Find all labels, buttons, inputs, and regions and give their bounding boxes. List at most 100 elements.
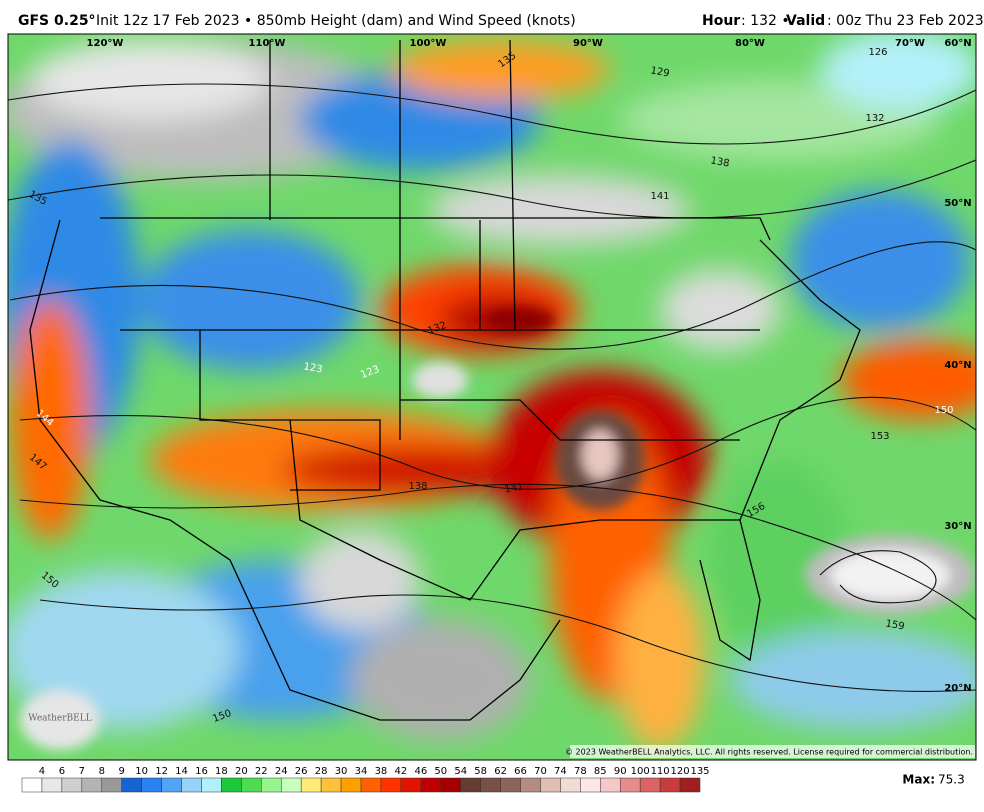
colorbar-tick-label: 120 <box>671 766 690 777</box>
contour-label: 129 <box>650 65 671 79</box>
copyright: © 2023 WeatherBELL Analytics, LLC. All r… <box>565 748 973 757</box>
colorbar-tick-label: 70 <box>534 766 547 777</box>
colorbar-swatch <box>161 777 182 793</box>
longitude-label: 80°W <box>735 38 765 49</box>
colorbar-swatch <box>300 777 322 793</box>
colorbar-swatch <box>360 777 382 793</box>
hour-value: : 132 • <box>741 13 790 29</box>
longitude-label: 90°W <box>573 38 603 49</box>
colorbar-swatch <box>241 777 262 793</box>
contour-label: 150 <box>934 405 953 416</box>
colorbar-tick-label: 10 <box>135 766 148 777</box>
colorbar-tick-label: 8 <box>99 766 105 777</box>
colorbar-tick-label: 78 <box>574 766 587 777</box>
latitude-label: 30°N <box>944 521 971 532</box>
logo: WeatherBELL <box>28 714 91 724</box>
colorbar-swatch <box>320 777 342 793</box>
colorbar-swatch <box>500 777 521 793</box>
contour-label: 138 <box>408 481 427 492</box>
latitude-label: 50°N <box>944 198 971 209</box>
colorbar-tick-label: 85 <box>594 766 607 777</box>
colorbar-tick-label: 22 <box>255 766 268 777</box>
colorbar-tick-label: 7 <box>79 766 85 777</box>
colorbar-tick-label: 46 <box>414 766 427 777</box>
colorbar-tick-label: 30 <box>335 766 348 777</box>
contour-label: 132 <box>865 113 884 124</box>
colorbar-tick-label: 26 <box>295 766 308 777</box>
colorbar-tick-label: 135 <box>690 766 709 777</box>
model-name: GFS 0.25° <box>18 13 96 29</box>
colorbar-tick-label: 66 <box>514 766 527 777</box>
colorbar-swatch <box>41 777 63 793</box>
longitude-label: 120°W <box>87 38 124 49</box>
copyright-bg <box>570 745 975 758</box>
colorbar-tick-label: 24 <box>275 766 288 777</box>
colorbar-swatch <box>619 777 641 793</box>
map: 120°W 110°W 100°W 90°W 80°W 70°W 60°N 50°N 40°N 3… <box>8 34 976 760</box>
colorbar-swatch <box>480 777 501 793</box>
valid-label: Valid <box>786 13 825 29</box>
colorbar-swatch <box>679 777 701 793</box>
colorbar-swatch <box>520 777 541 793</box>
colorbar-tick-label: 16 <box>195 766 208 777</box>
colorbar-tick-label: 6 <box>59 766 65 777</box>
contour-label: 141 <box>650 191 669 202</box>
colorbar-swatch <box>181 777 202 793</box>
colorbar-swatch <box>420 777 442 793</box>
colorbar-tick-label: 12 <box>155 766 168 777</box>
valid-value: : 00z Thu 23 Feb 2023 <box>827 13 984 29</box>
colorbar-swatch <box>540 777 561 793</box>
colorbar-swatch <box>600 777 621 793</box>
colorbar-tick-label: 58 <box>474 766 487 777</box>
max-label: Max: <box>902 773 935 787</box>
colorbar-tick-label: 54 <box>454 766 467 777</box>
contour-label: 141 <box>504 481 525 495</box>
colorbar-swatch <box>440 777 461 793</box>
colorbar-swatch <box>560 777 581 793</box>
colorbar-swatch <box>81 777 103 793</box>
contour-label: 153 <box>870 431 889 442</box>
contour-label: 159 <box>885 618 906 632</box>
colorbar-swatch <box>580 777 601 793</box>
colorbar-tick-label: 62 <box>494 766 507 777</box>
colorbar-swatch <box>141 777 162 793</box>
colorbar-swatch <box>400 777 422 793</box>
colorbar-swatch <box>101 777 122 793</box>
colorbar-swatch <box>280 777 302 793</box>
colorbar-tick-label: 4 <box>39 766 45 777</box>
colorbar-tick-label: 28 <box>315 766 328 777</box>
colorbar-tick-label: 50 <box>434 766 447 777</box>
colorbar-tick-label: 42 <box>395 766 408 777</box>
colorbar-swatch <box>121 777 142 793</box>
colorbar-swatch <box>380 777 402 793</box>
colorbar-swatch <box>201 777 222 793</box>
colorbar-tick-label: 18 <box>215 766 228 777</box>
colorbar-tick-label: 20 <box>235 766 248 777</box>
colorbar-tick-label: 38 <box>375 766 388 777</box>
longitude-label: 100°W <box>410 38 447 49</box>
colorbar-tick-label: 90 <box>614 766 627 777</box>
colorbar-swatch <box>221 777 242 793</box>
longitude-label: 70°W <box>895 38 925 49</box>
colorbar-swatch <box>659 777 681 793</box>
colorbar-swatch <box>340 777 362 793</box>
colorbar-swatch <box>639 777 661 793</box>
latitude-label: 20°N <box>944 683 971 694</box>
hour-label: Hour <box>702 13 740 29</box>
colorbar-tick-label: 100 <box>631 766 650 777</box>
contour-label: 123 <box>303 361 324 375</box>
colorbar-tick-label: 9 <box>119 766 125 777</box>
longitude-label: 110°W <box>249 38 286 49</box>
colorbar-tick-label: 14 <box>175 766 188 777</box>
max-value: 75.3 <box>938 773 965 787</box>
colorbar-tick-label: 74 <box>554 766 567 777</box>
description: Init 12z 17 Feb 2023 • 850mb Height (dam… <box>96 13 576 29</box>
latitude-label: 40°N <box>944 360 971 371</box>
colorbar-swatch <box>21 777 43 793</box>
contour-label: 138 <box>710 155 731 169</box>
longitude-label: 60°N <box>944 38 971 49</box>
colorbar-swatch <box>261 777 282 793</box>
colorbar-swatch <box>460 777 481 793</box>
colorbar-swatch <box>61 777 83 793</box>
